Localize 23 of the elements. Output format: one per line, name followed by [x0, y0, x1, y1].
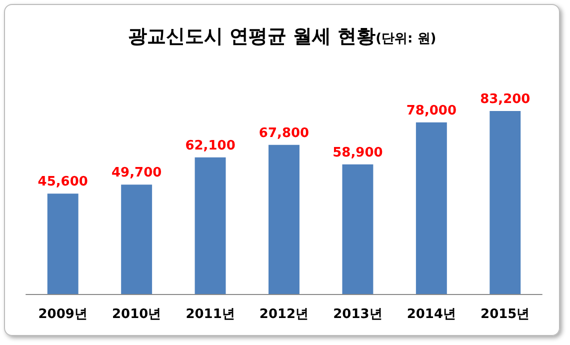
- x-tick-label: 2014년: [406, 307, 456, 322]
- data-label: 45,600: [38, 174, 88, 190]
- chart-subtitle: (단위: 원): [376, 32, 436, 46]
- data-label: 49,700: [111, 166, 162, 181]
- data-label: 67,800: [258, 126, 310, 141]
- bar: [268, 144, 300, 294]
- data-label: 62,100: [185, 138, 236, 154]
- data-label: 58,900: [332, 145, 383, 160]
- bar: [194, 157, 226, 294]
- x-tick-label: 2015년: [480, 307, 530, 322]
- x-tick-label: 2011년: [186, 307, 235, 322]
- x-tick-label: 2009년: [38, 307, 88, 322]
- x-tick-label: 2012년: [259, 307, 309, 322]
- x-tick-label: 2010년: [112, 307, 162, 322]
- bar: [490, 110, 521, 294]
- bar: [47, 194, 78, 294]
- x-tick-label: 2013년: [333, 307, 382, 322]
- bar: [342, 164, 374, 294]
- data-label: 83,200: [480, 92, 530, 107]
- bar: [416, 122, 447, 294]
- data-label: 78,000: [406, 103, 457, 118]
- chart-title: 광교신도시 연평균 월세 현황: [128, 26, 376, 48]
- bar: [121, 184, 152, 294]
